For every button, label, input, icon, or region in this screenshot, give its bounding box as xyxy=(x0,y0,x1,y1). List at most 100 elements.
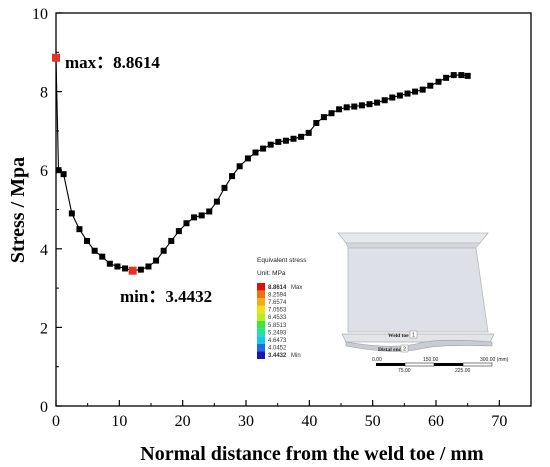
fe-model-inset: Equivalent stress Unit: MPa 8.8614 Max 8.2… xyxy=(257,232,509,374)
x-tick-label: 0 xyxy=(52,413,60,430)
data-point xyxy=(175,228,182,235)
series-markers xyxy=(53,54,471,274)
legend-swatch xyxy=(257,328,265,337)
data-point xyxy=(464,72,471,79)
scale-label-225: 225.00 xyxy=(455,368,471,374)
data-point xyxy=(443,74,450,81)
scale-label-0: 0.00 xyxy=(372,357,382,363)
data-point xyxy=(153,257,160,264)
y-tick-label: 8 xyxy=(40,85,48,102)
legend-value: 3.4432 xyxy=(268,353,287,359)
data-point xyxy=(458,72,465,79)
legend-swatch xyxy=(257,351,265,359)
data-point xyxy=(84,237,91,244)
data-point xyxy=(137,266,144,273)
data-point xyxy=(396,92,403,99)
y-tick-label: 10 xyxy=(32,6,48,23)
legend-swatch xyxy=(257,290,265,299)
top-flange xyxy=(337,232,489,244)
data-point xyxy=(336,106,343,113)
data-point xyxy=(381,97,388,104)
data-point xyxy=(260,145,267,152)
legend-value: 6.4533 xyxy=(268,315,287,321)
x-axis-label: Normal distance from the weld toe / mm xyxy=(140,443,484,465)
legend-suffix: Max xyxy=(291,285,302,291)
data-point xyxy=(252,149,259,156)
scale-segment-1 xyxy=(376,363,405,366)
web-plate xyxy=(347,247,489,333)
data-point xyxy=(328,110,335,117)
min-point xyxy=(128,266,137,275)
data-point xyxy=(122,265,129,272)
data-point xyxy=(183,220,190,227)
data-point xyxy=(282,137,289,144)
legend-swatch xyxy=(257,313,265,321)
y-tick-label: 2 xyxy=(40,320,48,337)
x-tick-label: 20 xyxy=(175,413,191,430)
scale-segment-2 xyxy=(404,362,435,367)
weld-toe-tag: 1 xyxy=(412,333,415,339)
data-point xyxy=(76,226,83,233)
legend-swatch xyxy=(257,305,265,314)
y-tick-label: 4 xyxy=(40,242,48,259)
model-drawing: Weld toe 1 Distal end 2 xyxy=(337,232,495,353)
data-point xyxy=(298,133,305,140)
y-tick-label: 6 xyxy=(40,163,48,180)
data-point xyxy=(366,101,373,108)
top-flange-edge xyxy=(345,242,481,249)
data-point xyxy=(168,237,175,244)
data-point xyxy=(343,104,350,111)
data-point xyxy=(114,263,121,270)
legend-unit: Unit: MPa xyxy=(257,270,286,277)
legend-value: 4.0452 xyxy=(268,346,287,352)
data-point xyxy=(358,102,365,109)
data-point xyxy=(305,129,312,136)
x-tick-label: 70 xyxy=(491,413,507,430)
axis-ticks: 0 10 20 30 40 50 60 70 0 2 4 6 8 10 xyxy=(32,6,507,430)
legend-swatch xyxy=(257,343,265,352)
scale-label-75: 75.00 xyxy=(398,368,411,374)
y-tick-label: 0 xyxy=(40,399,48,416)
distal-end-tag: 2 xyxy=(403,347,406,353)
legend-value: 5.8513 xyxy=(268,323,287,329)
scale-segment-4 xyxy=(462,362,493,367)
data-point xyxy=(435,78,442,85)
data-point xyxy=(55,167,62,174)
max-point xyxy=(52,53,60,62)
scale-bar: 0.00 150.00 300.00 (mm) 75.00 225.00 xyxy=(372,357,509,374)
data-point xyxy=(60,171,67,178)
weld-toe-label: Weld toe xyxy=(388,333,409,339)
data-point xyxy=(236,163,243,170)
data-point xyxy=(106,260,113,267)
scale-label-300: 300.00 (mm) xyxy=(480,357,509,363)
legend-swatch xyxy=(257,321,265,329)
data-point xyxy=(374,99,381,106)
scale-segment-3 xyxy=(434,363,463,366)
legend-title: Equivalent stress xyxy=(257,257,307,264)
data-point xyxy=(404,90,411,97)
data-point xyxy=(389,94,396,101)
data-point xyxy=(427,82,434,89)
x-tick-label: 40 xyxy=(301,413,317,430)
data-point xyxy=(351,103,358,110)
legend-swatch xyxy=(257,298,265,306)
legend-swatch xyxy=(257,336,265,344)
data-point xyxy=(229,173,236,180)
legend-swatch xyxy=(257,283,265,291)
extreme-markers xyxy=(52,53,137,275)
x-tick-label: 30 xyxy=(238,413,254,430)
x-tick-label: 10 xyxy=(111,413,127,430)
data-point xyxy=(206,208,213,215)
data-point xyxy=(145,263,152,270)
x-tick-label: 50 xyxy=(365,413,381,430)
x-tick-label: 60 xyxy=(428,413,444,430)
data-point xyxy=(412,88,419,95)
data-point xyxy=(99,253,106,260)
data-point xyxy=(244,155,251,162)
data-point xyxy=(213,198,220,205)
data-point xyxy=(267,141,274,148)
legend-value: 4.6473 xyxy=(268,338,287,344)
min-annotation: min：3.4432 xyxy=(120,287,212,306)
